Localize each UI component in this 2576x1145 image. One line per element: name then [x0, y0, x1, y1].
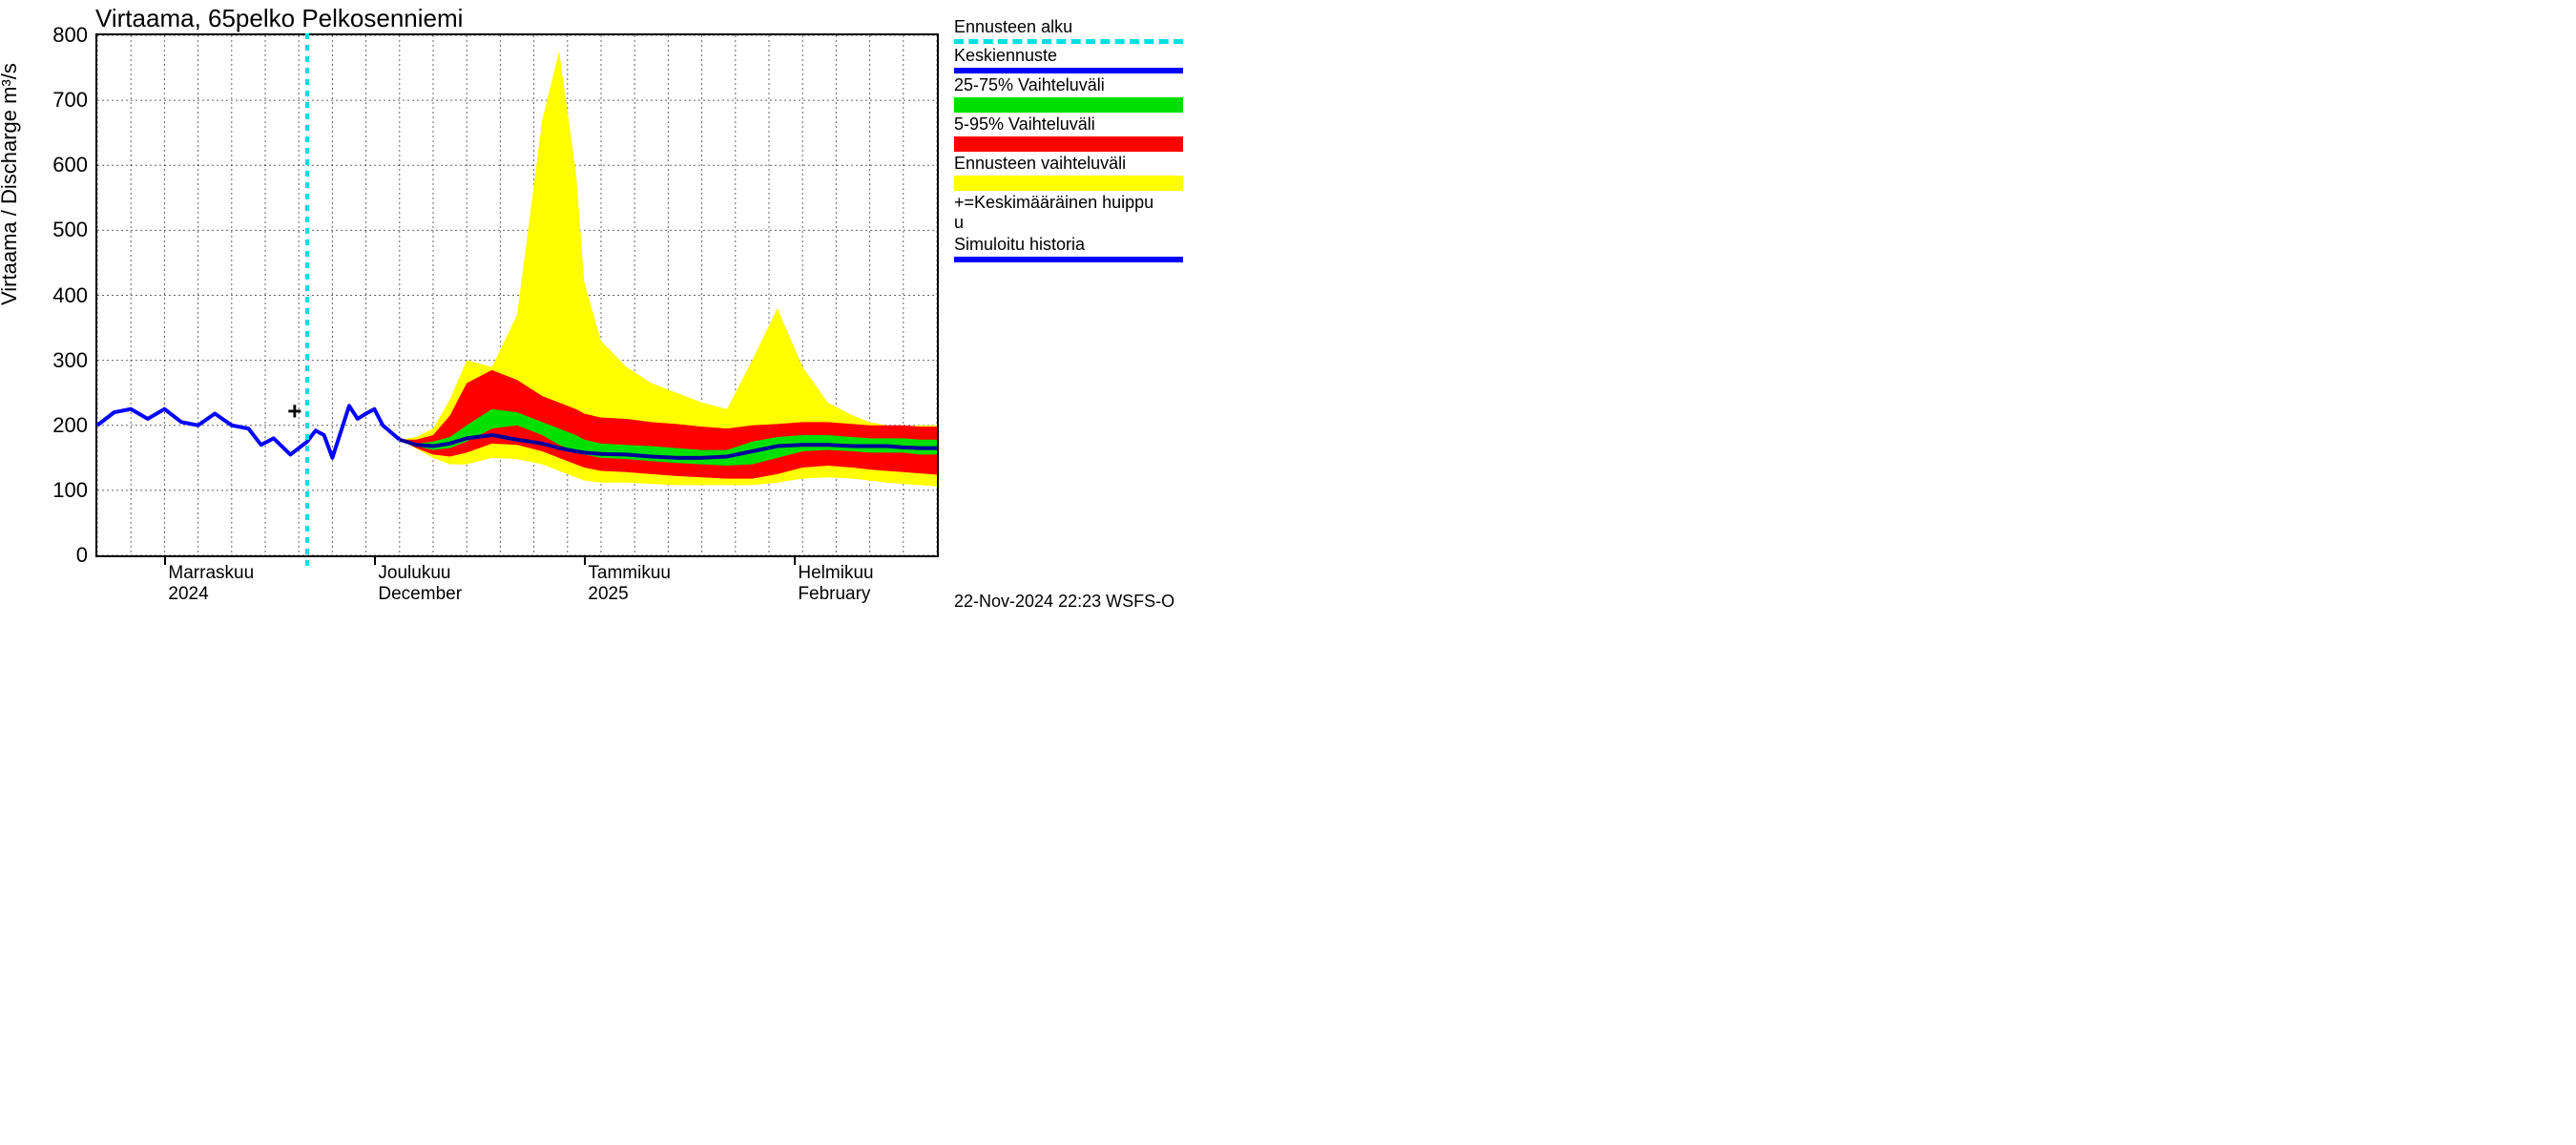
- legend-item: Simuloitu historia: [954, 235, 1183, 262]
- chart-container: Virtaama / Discharge m³/s Virtaama, 65pe…: [0, 0, 1431, 636]
- peak-marker-icon: +: [287, 396, 301, 426]
- legend-item: 25-75% Vaihteluväli: [954, 75, 1183, 113]
- x-tick-label: Marraskuu: [168, 563, 254, 584]
- y-tick-label: 600: [52, 153, 88, 177]
- x-tick-label: 2025: [588, 584, 628, 605]
- y-tick-label: 500: [52, 218, 88, 242]
- legend-swatch: [954, 176, 1183, 191]
- legend-label: Ennusteen alku: [954, 17, 1183, 37]
- legend-label: Keskiennuste: [954, 46, 1183, 66]
- x-major-tick: [794, 555, 796, 565]
- legend-label: 25-75% Vaihteluväli: [954, 75, 1183, 95]
- y-tick-label: 400: [52, 283, 88, 308]
- legend-item: Ennusteen vaihteluväli: [954, 154, 1183, 191]
- x-tick-label: 2024: [168, 584, 208, 605]
- plot-svg: [97, 35, 937, 555]
- plot-area: + 0100200300400500600700800Marraskuu2024…: [95, 33, 939, 557]
- x-tick-label: Joulukuu: [378, 563, 450, 584]
- x-tick-label: December: [378, 584, 462, 605]
- legend-item: +=Keskimääräinen huippuu: [954, 193, 1183, 233]
- y-tick-label: 200: [52, 413, 88, 438]
- x-tick-label: Helmikuu: [798, 563, 873, 584]
- legend-label: Ennusteen vaihteluväli: [954, 154, 1183, 174]
- x-tick-label: Tammikuu: [588, 563, 671, 584]
- y-tick-label: 300: [52, 348, 88, 373]
- footer-timestamp: 22-Nov-2024 22:23 WSFS-O: [954, 592, 1174, 612]
- legend: Ennusteen alku Keskiennuste 25-75% Vaihtel…: [954, 17, 1183, 264]
- legend-item: Keskiennuste: [954, 46, 1183, 73]
- y-tick-label: 100: [52, 478, 88, 503]
- x-major-tick: [164, 555, 166, 565]
- legend-swatch: [954, 97, 1183, 113]
- legend-swatch: [954, 68, 1183, 73]
- legend-swatch: [954, 136, 1183, 152]
- chart-title: Virtaama, 65pelko Pelkosenniemi: [95, 4, 463, 33]
- legend-item: Ennusteen alku: [954, 17, 1183, 44]
- x-tick-label: February: [798, 584, 870, 605]
- x-major-tick: [584, 555, 586, 565]
- y-tick-label: 800: [52, 23, 88, 48]
- x-major-tick: [374, 555, 376, 565]
- legend-label: +=Keskimääräinen huippu: [954, 193, 1183, 213]
- legend-label: u: [954, 213, 1183, 233]
- legend-swatch: [954, 39, 1183, 44]
- legend-item: 5-95% Vaihteluväli: [954, 114, 1183, 152]
- y-axis-title: Virtaama / Discharge m³/s: [0, 63, 22, 305]
- y-tick-label: 700: [52, 88, 88, 113]
- y-tick-label: 0: [76, 543, 88, 568]
- legend-label: Simuloitu historia: [954, 235, 1183, 255]
- legend-swatch: [954, 257, 1183, 262]
- legend-label: 5-95% Vaihteluväli: [954, 114, 1183, 135]
